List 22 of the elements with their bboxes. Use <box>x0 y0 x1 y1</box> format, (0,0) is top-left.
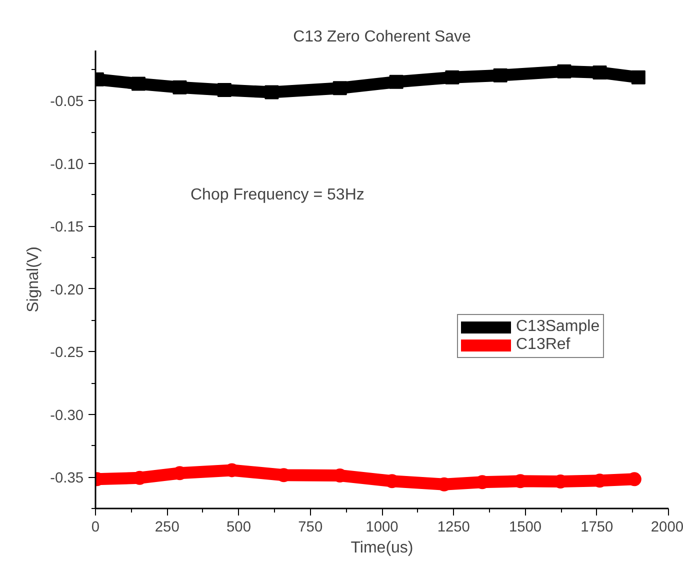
legend-label: C13Sample <box>516 318 600 336</box>
legend-label: C13Ref <box>516 336 570 354</box>
annotation: Chop Frequency = 53Hz <box>190 186 364 204</box>
y-tick-label: -0.25 <box>50 345 84 362</box>
x-tick-label: 0 <box>91 520 100 536</box>
y-tick-label: -0.05 <box>50 94 84 110</box>
y-tick-label: -0.15 <box>50 220 84 236</box>
x-tick-label: 250 <box>154 520 180 536</box>
x-tick-label: 750 <box>298 520 323 536</box>
y-tick-label: -0.10 <box>50 156 84 173</box>
x-tick-label: 500 <box>226 520 251 536</box>
x-tick-label: 1250 <box>437 520 470 536</box>
x-tick-label: 1000 <box>366 520 398 536</box>
x-tick-label: 1750 <box>580 520 614 536</box>
chart-title: C13 Zero Coherent Save <box>293 28 472 46</box>
x-tick-label: 2000 <box>650 520 683 536</box>
x-tick-label: 1500 <box>508 520 542 536</box>
y-tick-label: -0.35 <box>50 470 84 487</box>
y-tick-label: -0.20 <box>50 282 84 298</box>
y-tick-label: -0.30 <box>50 408 84 424</box>
y-axis-title: Signal(V) <box>25 246 42 312</box>
x-axis-title: Time(us) <box>350 540 414 556</box>
